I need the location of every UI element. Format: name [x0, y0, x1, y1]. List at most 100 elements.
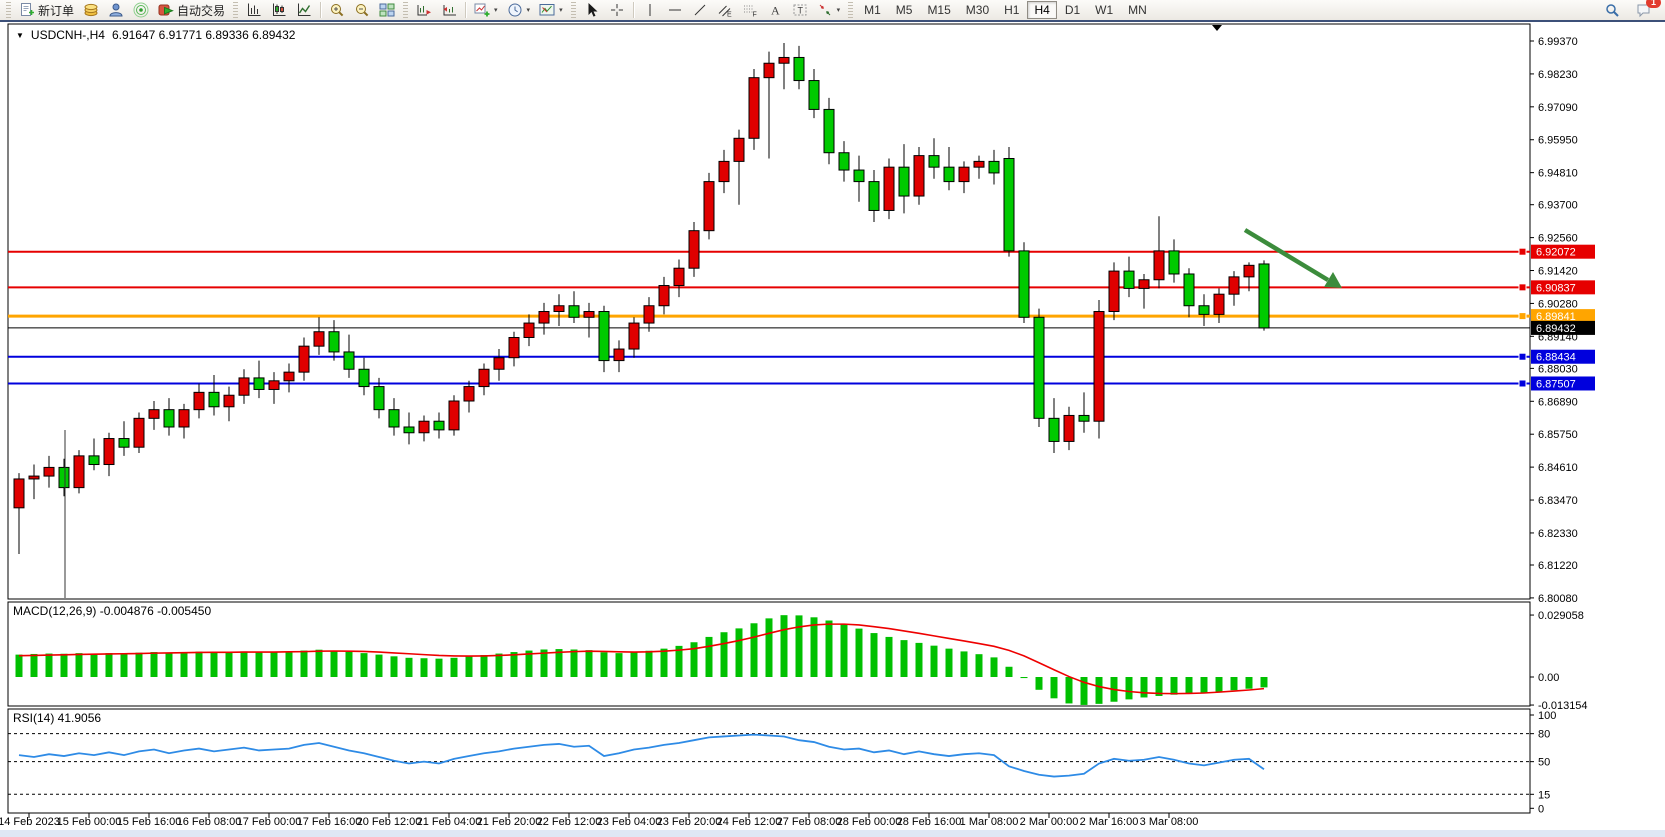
- time-tick-label: 22 Feb 12:00: [537, 816, 602, 828]
- sell-direction-arrow[interactable]: [1243, 228, 1342, 288]
- macd-bar: [150, 652, 158, 677]
- text-button[interactable]: A: [763, 1, 787, 19]
- time-tick-label: 2 Mar 16:00: [1080, 816, 1139, 828]
- toolbar-grip[interactable]: [233, 2, 239, 18]
- macd-bar: [270, 652, 278, 677]
- candles-icon: [271, 2, 287, 18]
- candle-body: [133, 417, 145, 448]
- candle-body: [943, 166, 955, 183]
- search-icon: [1604, 2, 1620, 18]
- candle-body: [298, 345, 310, 373]
- trend-icon: [692, 2, 708, 18]
- crosshair-button[interactable]: [605, 1, 629, 19]
- timeframe-m1[interactable]: M1: [857, 1, 888, 19]
- timeframe-m30[interactable]: M30: [959, 1, 996, 19]
- toolbar-grip[interactable]: [848, 2, 854, 18]
- timeframe-h4[interactable]: H4: [1027, 1, 1057, 19]
- macd-bar: [15, 654, 23, 677]
- time-tick-label: 21 Feb 20:00: [477, 816, 542, 828]
- rsi-label: RSI(14) 41.9056: [13, 711, 102, 725]
- candle-body: [793, 56, 805, 82]
- macd-bar: [345, 651, 353, 677]
- symbol-dropdown-caret[interactable]: ▼: [16, 30, 24, 40]
- arrows-button[interactable]: ▾: [813, 1, 845, 19]
- market-watch-button[interactable]: [79, 1, 103, 19]
- cursor-button[interactable]: [580, 1, 604, 19]
- macd-bar: [855, 628, 863, 677]
- autotrading-button-label: 自动交易: [177, 3, 226, 18]
- svg-text:F: F: [752, 12, 756, 19]
- line-chart-button[interactable]: [292, 1, 316, 19]
- macd-bar: [180, 652, 188, 677]
- line-anchor-handle[interactable]: [1518, 283, 1527, 292]
- macd-bar: [510, 652, 518, 677]
- timeframe-mn[interactable]: MN: [1121, 1, 1154, 19]
- macd-bar: [540, 649, 548, 677]
- fibonacci-button[interactable]: F: [738, 1, 762, 19]
- price-chart: 6.99370 6.98230 6.97090 6.95950 6.94810 6.937…: [0, 23, 1595, 828]
- bar-chart-button[interactable]: [242, 1, 266, 19]
- macd-bar: [255, 652, 263, 677]
- vertical-line-button[interactable]: [638, 1, 662, 19]
- time-tick-label: 27 Feb 08:00: [777, 816, 842, 828]
- horizontal-line-button[interactable]: [663, 1, 687, 19]
- chart-shift-button[interactable]: [437, 1, 461, 19]
- search-button[interactable]: [1600, 1, 1624, 19]
- macd-bar: [645, 650, 653, 677]
- trendline-button[interactable]: [688, 1, 712, 19]
- macd-bar: [105, 653, 113, 677]
- line-anchor-handle[interactable]: [1518, 247, 1527, 256]
- timeframe-w1[interactable]: W1: [1088, 1, 1120, 19]
- price-line-axis-label: [1531, 376, 1595, 391]
- candle-body: [643, 305, 655, 324]
- equidistant-channel-button[interactable]: E: [713, 1, 737, 19]
- templates-button[interactable]: ▾: [535, 1, 567, 19]
- candle-body: [178, 409, 190, 428]
- new-order-button[interactable]: 新订单: [15, 1, 78, 19]
- candlestick-chart-button[interactable]: [267, 1, 291, 19]
- indicators-button[interactable]: ▾: [470, 1, 502, 19]
- macd-bar: [420, 658, 428, 677]
- signals-button[interactable]: [129, 1, 153, 19]
- timeframe-m15[interactable]: M15: [920, 1, 957, 19]
- arrows-icon: [817, 2, 833, 18]
- candle-body: [853, 169, 865, 183]
- zoom-in-button[interactable]: [325, 1, 349, 19]
- toolbar-grip[interactable]: [6, 2, 11, 18]
- toolbar-separator: [320, 2, 322, 18]
- profiles-button[interactable]: [104, 1, 128, 19]
- macd-bar: [480, 655, 488, 677]
- macd-bar: [525, 650, 533, 677]
- timeframe-m5[interactable]: M5: [889, 1, 920, 19]
- line-anchor-handle[interactable]: [1518, 312, 1527, 321]
- line-anchor-handle[interactable]: [1518, 379, 1527, 388]
- candle-body: [928, 155, 940, 168]
- macd-bar: [285, 651, 293, 677]
- autotrading-button[interactable]: 自动交易: [154, 1, 229, 19]
- notifications-button[interactable]: 1: [1632, 0, 1661, 19]
- text-label-button[interactable]: T: [788, 1, 812, 19]
- macd-bar: [75, 653, 83, 677]
- toolbar-grip[interactable]: [570, 2, 576, 18]
- time-tick-label: 15 Feb 16:00: [117, 816, 182, 828]
- candle-body: [1213, 293, 1225, 315]
- periods-button[interactable]: ▾: [503, 1, 535, 19]
- macd-tick-label: -0.013154: [1538, 700, 1588, 712]
- price-tick-label: 6.99370: [1538, 36, 1578, 48]
- auto-scroll-button[interactable]: [412, 1, 436, 19]
- zoom-out-button[interactable]: [350, 1, 374, 19]
- line-anchor-handle[interactable]: [1518, 352, 1527, 361]
- timeframe-d1[interactable]: D1: [1058, 1, 1087, 19]
- time-tick-label: 28 Feb 16:00: [897, 816, 962, 828]
- tile-windows-button[interactable]: [375, 1, 399, 19]
- candle-body: [523, 322, 535, 338]
- candle-body: [73, 455, 85, 489]
- macd-signal-line: [18, 623, 1265, 695]
- rsi-tick-label: 50: [1538, 757, 1550, 769]
- macd-bar: [405, 657, 413, 677]
- candle-body: [733, 137, 745, 162]
- timeframe-h1[interactable]: H1: [997, 1, 1026, 19]
- candle-body: [1078, 414, 1090, 422]
- candle-body: [208, 391, 220, 408]
- toolbar-grip[interactable]: [403, 2, 409, 18]
